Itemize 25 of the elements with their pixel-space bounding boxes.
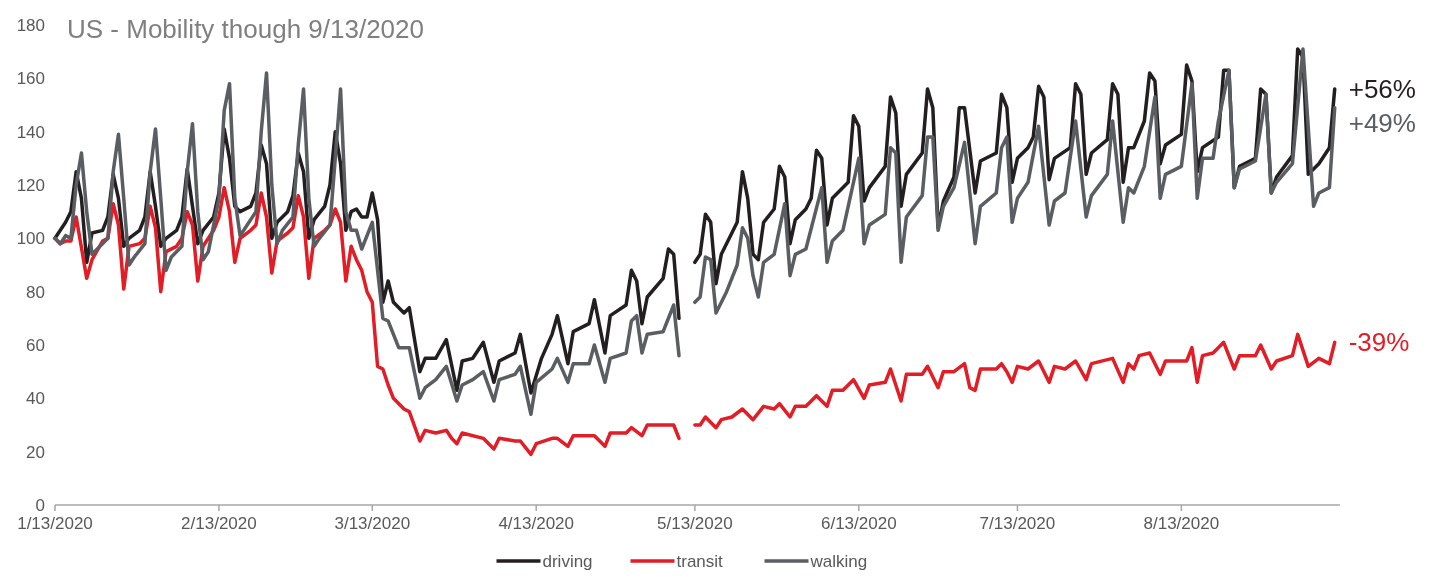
x-tick-label: 8/13/2020 [1143, 514, 1220, 533]
y-tick-label: 140 [16, 122, 45, 142]
y-tick-label: 160 [16, 69, 45, 89]
annotation: +49% [1348, 108, 1416, 139]
legend-label: transit [676, 552, 724, 571]
y-tick-label: 100 [16, 229, 45, 249]
y-tick-label: 20 [26, 442, 45, 462]
x-tick-label: 5/13/2020 [657, 514, 733, 533]
x-tick-label: 6/13/2020 [820, 514, 897, 533]
y-tick-label: 60 [26, 335, 45, 355]
x-tick-label: 4/13/2020 [498, 514, 575, 533]
y-tick-label: 80 [26, 282, 45, 302]
x-tick-label: 2/13/2020 [181, 514, 257, 533]
legend-label: driving [542, 552, 593, 571]
y-tick-label: 40 [26, 389, 45, 409]
x-tick-label: 3/13/2020 [334, 514, 411, 533]
chart-title: US - Mobility though 9/13/2020 [67, 14, 424, 44]
y-tick-label: 180 [16, 15, 45, 35]
x-tick-label: 1/13/2020 [17, 514, 93, 533]
x-tick-label: 7/13/2020 [979, 514, 1056, 533]
annotation: +56% [1348, 74, 1416, 105]
y-tick-label: 120 [16, 175, 45, 195]
legend-label: walking [809, 552, 868, 571]
annotation: -39% [1348, 327, 1410, 358]
y-tick-label: 0 [35, 495, 45, 515]
